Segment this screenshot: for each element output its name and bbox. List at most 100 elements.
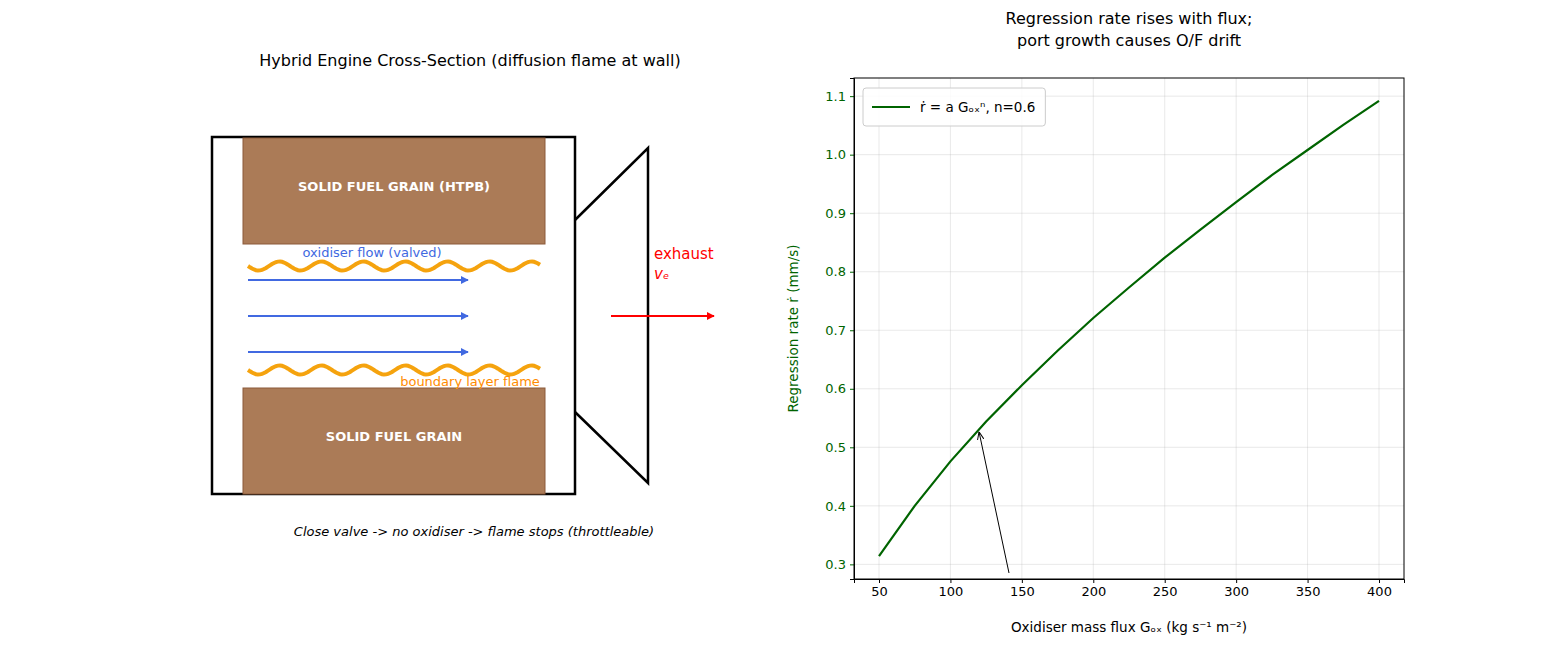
x-tick-mark [1093,579,1094,583]
oxidiser-arrow [248,351,468,353]
y-tick-mark [850,213,854,214]
exhaust-arrow [611,315,714,317]
grain-top [243,138,545,244]
grid-line-x [1164,78,1165,579]
y-tick: 0.4 [825,498,854,513]
y-tick: 1.1 [825,89,854,104]
flame-label: boundary layer flame [400,374,540,389]
y-tick-mark [850,272,854,273]
y-tick: 0.7 [825,323,854,338]
grid-line-x [879,78,880,579]
x-tick-label: 150 [1010,584,1035,599]
y-tick-label: 0.9 [825,206,846,221]
y-tick-mark [850,447,854,448]
x-tick: 200 [1081,579,1106,599]
x-axis-title: Oxidiser mass flux Gₒₓ (kg s⁻¹ m⁻²) [1011,619,1247,635]
y-tick-label: 0.6 [825,381,846,396]
grid-line-x [1379,78,1380,579]
y-tick: 0.5 [825,440,854,455]
x-tick-mark [1308,579,1309,583]
x-axis: 50 100 150 200 250 300 350 400 [855,579,1405,599]
grain-bottom-label: SOLID FUEL GRAIN [326,429,462,444]
caption: Close valve -> no oxidiser -> flame stop… [294,524,654,539]
x-tick-label: 100 [939,584,964,599]
y-tick-label: 0.8 [825,264,846,279]
chamber-wall [212,137,575,494]
x-tick: 400 [1367,579,1392,599]
legend-box [863,88,1045,126]
x-tick-mark [879,579,880,583]
x-tick: 350 [1296,579,1321,599]
exhaust-label: vₑ [654,265,669,283]
x-tick-mark [1165,579,1166,583]
chart-title: Regression rate rises with flux; port gro… [1006,9,1253,50]
chart-title-line: port growth causes O/F drift [1017,31,1241,50]
y-tick: 0.8 [825,264,854,279]
x-tick-label: 400 [1367,584,1392,599]
y-tick-label: 1.0 [825,147,846,162]
y-tick-mark [850,506,854,507]
y-tick: 1.0 [825,147,854,162]
x-axis-line [855,580,1405,584]
y-tick-label: 0.4 [825,498,846,513]
grid-line-y [854,564,1404,565]
y-axis: 0.3 0.4 0.5 0.6 0.7 0.8 0.9 1.0 1.1 [825,79,854,580]
x-tick-label: 350 [1296,584,1321,599]
x-tick-label: 250 [1153,584,1178,599]
y-tick-mark [850,96,854,97]
series-line [879,101,1379,556]
grid-line-x [1093,78,1094,579]
y-tick-label: 0.5 [825,440,846,455]
x-tick: 300 [1224,579,1249,599]
x-tick: 250 [1153,579,1178,599]
exhaust-label: exhaust [654,245,714,263]
engine-diagram: Hybrid Engine Cross-Section (diffusion f… [212,51,714,539]
y-tick-mark [850,564,854,565]
grid-line-y [854,505,1404,506]
grid [854,78,1404,579]
flame-top [248,262,540,271]
grid-line-y [854,447,1404,448]
y-tick-label: 1.1 [825,89,846,104]
grid-line-y [854,271,1404,272]
plot-marks [879,101,1379,556]
figure: Hybrid Engine Cross-Section (diffusion f… [0,0,1560,650]
grain-top-label: SOLID FUEL GRAIN (HTPB) [298,179,490,194]
x-tick-label: 50 [871,584,888,599]
diagram-title: Hybrid Engine Cross-Section (diffusion f… [259,51,680,70]
grid-line-y [854,154,1404,155]
legend-label: ṙ = a Gₒₓⁿ, n=0.6 [920,99,1035,115]
x-tick: 100 [939,579,964,599]
x-tick-mark [1236,579,1237,583]
x-tick-mark [1379,579,1380,583]
y-tick: 0.9 [825,206,854,221]
x-tick-mark [1022,579,1023,583]
annotation-arrow [979,432,1009,573]
oxidiser-arrow [248,279,468,281]
y-axis-title: Regression rate ṙ (mm/s) [785,244,801,412]
x-tick-label: 200 [1081,584,1106,599]
y-tick: 0.3 [825,557,854,572]
oxidiser-label: oxidiser flow (valved) [302,245,441,260]
y-tick: 0.6 [825,381,854,396]
chart-title-line: Regression rate rises with flux; [1006,9,1253,28]
x-tick-mark [950,579,951,583]
grid-line-y [854,213,1404,214]
grid-line-x [1021,78,1022,579]
x-tick: 50 [871,579,888,599]
legend: ṙ = a Gₒₓⁿ, n=0.6 [863,88,1045,126]
y-tick-label: 0.7 [825,323,846,338]
plot-frame [854,78,1404,579]
legend-swatch [872,106,910,108]
grid-line-x [1236,78,1237,579]
oxidiser-arrow [248,315,468,317]
y-tick-mark [850,155,854,156]
y-tick-mark [850,389,854,390]
grid-line-x [950,78,951,579]
grain-bottom [243,388,545,494]
x-tick-label: 300 [1224,584,1249,599]
grid-line-x [1307,78,1308,579]
grid-line-y [854,388,1404,389]
y-tick-label: 0.3 [825,557,846,572]
y-tick-mark [850,330,854,331]
